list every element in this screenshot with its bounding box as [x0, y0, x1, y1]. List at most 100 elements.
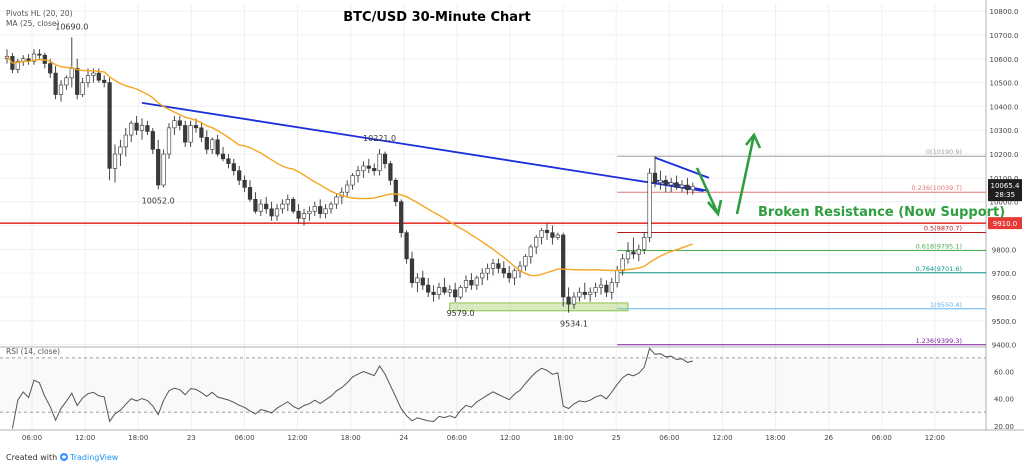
candle-body [615, 270, 620, 283]
candle [631, 237, 636, 259]
candle-body [544, 229, 550, 233]
candle-body [361, 165, 366, 172]
candle [129, 120, 134, 143]
candle-body [404, 232, 409, 260]
candle [53, 65, 58, 100]
time-tick-label: 06:00 [659, 434, 679, 442]
fib-level-label: 0(10190.9) [926, 148, 962, 156]
time-tick-label: 06:00 [872, 434, 892, 442]
support-price-label: 9910.0 [993, 220, 1018, 228]
price-tick-label: 10600.0 [990, 56, 1019, 64]
candle-body [37, 53, 42, 56]
candle [442, 277, 447, 295]
candle-body [588, 291, 593, 295]
time-tick-label: 18:00 [128, 434, 148, 442]
candle-body [609, 282, 614, 293]
candle [118, 139, 123, 166]
candle [366, 158, 371, 174]
candle [318, 199, 323, 219]
candle [409, 251, 415, 288]
rsi-tick-label: 40.00 [994, 396, 1014, 404]
candle [453, 282, 458, 302]
time-tick-label: 12:00 [925, 434, 945, 442]
candle-body [188, 125, 193, 143]
candle-body [145, 125, 150, 132]
candle-body [210, 139, 215, 150]
candle [474, 275, 479, 290]
candle [388, 161, 393, 186]
candle [598, 277, 604, 295]
candle [37, 49, 42, 59]
candle [323, 204, 328, 219]
candle [264, 196, 269, 214]
candle-body [118, 146, 123, 155]
time-tick-label: 06:00 [447, 434, 467, 442]
candle [555, 232, 560, 240]
candle [528, 244, 533, 264]
candle [96, 68, 101, 83]
indicator-pivots-label: Pivots HL (20, 20) [6, 9, 73, 18]
time-tick-label: 24 [399, 434, 408, 442]
candle [636, 244, 641, 262]
indicator-ma-label: MA (25, close) [6, 19, 60, 28]
candle-body [318, 206, 323, 214]
candle [436, 282, 442, 300]
candle-body [458, 287, 463, 298]
current-price-label: 10065.4 [991, 182, 1020, 190]
candle [85, 68, 91, 88]
price-tick-label: 10800.0 [990, 8, 1019, 16]
candle-body [150, 131, 155, 150]
green-down-arrowhead-icon [707, 199, 723, 217]
candle-body [409, 258, 415, 283]
pivot-label: 9534.1 [560, 320, 588, 329]
candle [534, 235, 539, 255]
candle-body [631, 251, 636, 255]
candle [377, 149, 382, 176]
candle-body [280, 203, 285, 210]
candle-body [550, 232, 555, 238]
candle [172, 115, 177, 136]
candle-body [480, 272, 485, 279]
ma-line [6, 55, 694, 277]
candle [301, 208, 307, 226]
candle [372, 163, 377, 176]
footer-brand[interactable]: TradingView [69, 453, 119, 462]
candle-body [496, 263, 501, 269]
time-tick-label: 12:00 [75, 434, 95, 442]
candle-body [355, 170, 361, 176]
candle-body [226, 158, 231, 164]
candle-body [58, 84, 64, 95]
time-tick-label: 12:00 [712, 434, 732, 442]
candle [145, 120, 150, 136]
candle-body [31, 53, 37, 62]
price-tick-label: 10500.0 [990, 80, 1019, 88]
fib-level-label: 0.764(9701.6) [916, 265, 962, 273]
candle [156, 139, 161, 190]
time-tick-label: 18:00 [765, 434, 785, 442]
candle-body [415, 277, 420, 283]
candle-body [123, 134, 128, 148]
price-tick-label: 10300.0 [990, 127, 1019, 135]
candle-body [426, 284, 431, 293]
candle [328, 201, 334, 214]
candle [166, 123, 172, 159]
candle [312, 201, 317, 216]
candle [539, 227, 544, 245]
candle-body [291, 199, 296, 212]
candle [199, 123, 204, 143]
candle [102, 75, 107, 88]
candle-body [674, 182, 679, 188]
candle [280, 199, 285, 214]
candle [447, 285, 452, 297]
candle-body [323, 208, 328, 214]
green-up-arrowhead-icon [744, 132, 762, 149]
candle-body [285, 199, 290, 205]
rsi-tick-label: 60.00 [994, 368, 1014, 376]
candle-body [204, 137, 209, 150]
candle-body [91, 72, 96, 76]
candle-body [64, 77, 69, 86]
candle-body [193, 125, 199, 129]
candle-body [620, 258, 625, 272]
candle-body [453, 289, 458, 298]
candle [274, 204, 280, 221]
